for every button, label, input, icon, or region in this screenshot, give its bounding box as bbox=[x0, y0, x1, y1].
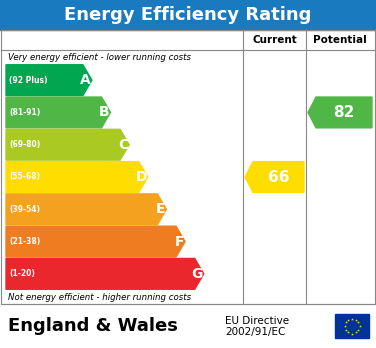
Text: England & Wales: England & Wales bbox=[8, 317, 178, 335]
Text: (1-20): (1-20) bbox=[9, 269, 35, 278]
Text: Not energy efficient - higher running costs: Not energy efficient - higher running co… bbox=[8, 293, 191, 301]
Text: EU Directive: EU Directive bbox=[225, 316, 289, 326]
Polygon shape bbox=[6, 97, 111, 128]
Text: C: C bbox=[118, 138, 128, 152]
Polygon shape bbox=[308, 97, 372, 128]
Polygon shape bbox=[6, 226, 185, 257]
Text: (39-54): (39-54) bbox=[9, 205, 40, 214]
Text: (92 Plus): (92 Plus) bbox=[9, 76, 47, 85]
Text: 2002/91/EC: 2002/91/EC bbox=[225, 327, 285, 337]
Text: Very energy efficient - lower running costs: Very energy efficient - lower running co… bbox=[8, 53, 191, 62]
Polygon shape bbox=[6, 259, 204, 289]
Text: Current: Current bbox=[252, 35, 297, 45]
Text: (21-38): (21-38) bbox=[9, 237, 40, 246]
Polygon shape bbox=[6, 194, 167, 225]
Text: F: F bbox=[174, 235, 184, 248]
Text: 82: 82 bbox=[333, 105, 355, 120]
Polygon shape bbox=[6, 65, 92, 96]
Text: (81-91): (81-91) bbox=[9, 108, 40, 117]
Polygon shape bbox=[6, 161, 148, 192]
Text: B: B bbox=[99, 105, 109, 119]
Bar bbox=[335, 314, 369, 338]
Polygon shape bbox=[245, 161, 304, 192]
Bar bbox=[1, 30, 375, 304]
Text: G: G bbox=[191, 267, 203, 281]
Polygon shape bbox=[6, 129, 129, 160]
Text: E: E bbox=[156, 202, 165, 216]
Text: 66: 66 bbox=[268, 169, 289, 184]
Text: (55-68): (55-68) bbox=[9, 173, 40, 182]
Bar bbox=[0, 0, 376, 30]
Text: Energy Efficiency Rating: Energy Efficiency Rating bbox=[64, 6, 312, 24]
Text: A: A bbox=[80, 73, 91, 87]
Text: D: D bbox=[135, 170, 147, 184]
Text: (69-80): (69-80) bbox=[9, 140, 40, 149]
Text: Potential: Potential bbox=[313, 35, 367, 45]
